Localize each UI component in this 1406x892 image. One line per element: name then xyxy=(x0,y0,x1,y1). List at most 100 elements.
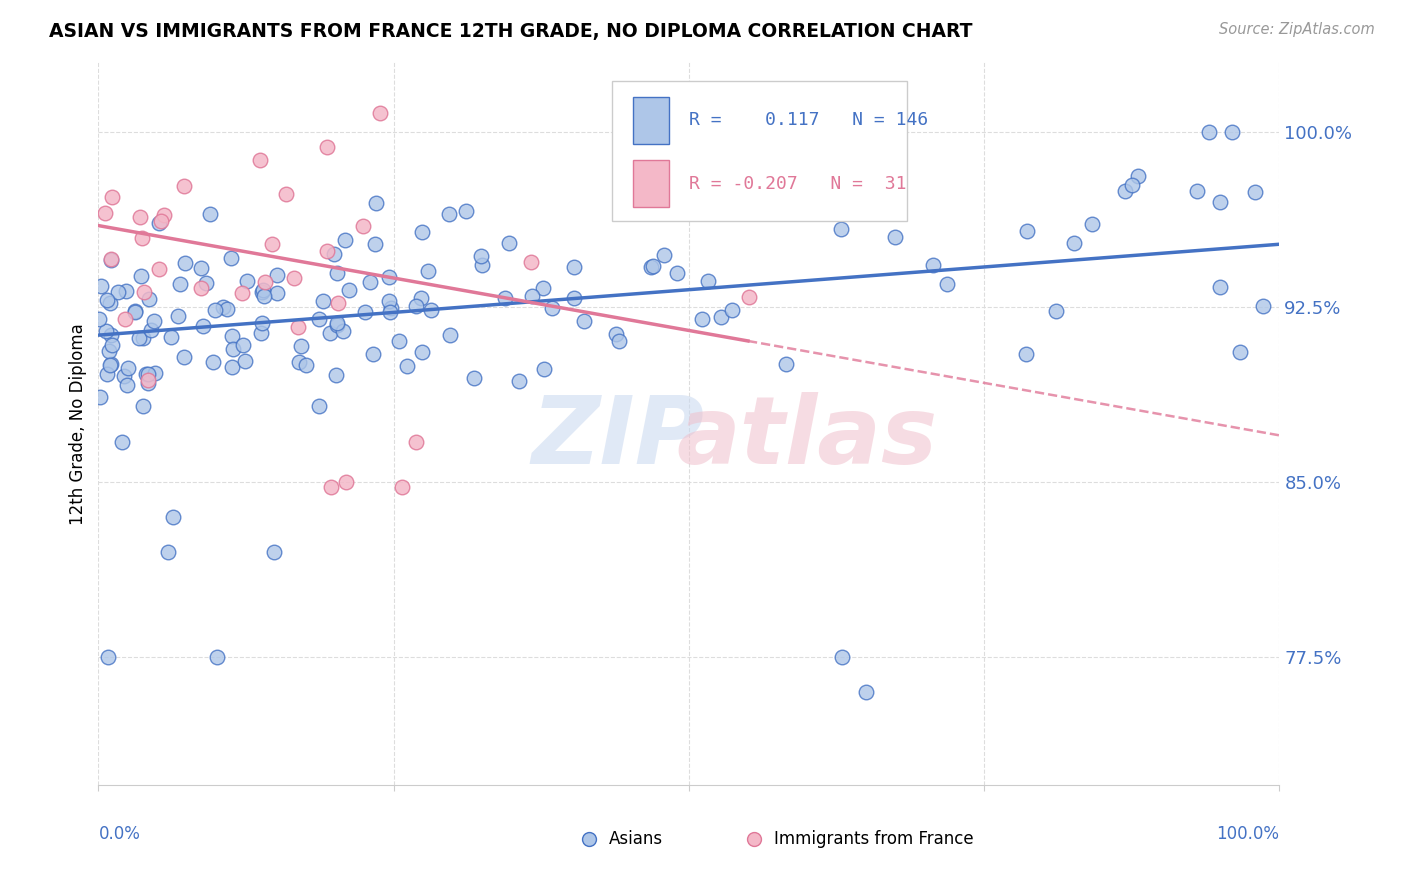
Point xyxy=(332,324,354,338)
Point xyxy=(416,264,439,278)
Point xyxy=(508,375,530,389)
Point xyxy=(207,649,229,664)
Point xyxy=(114,312,136,326)
Point xyxy=(1063,235,1085,250)
Point xyxy=(90,278,112,293)
Point xyxy=(124,304,146,318)
Point xyxy=(96,293,118,307)
Point xyxy=(1209,195,1232,210)
Point xyxy=(200,207,222,221)
Point xyxy=(193,318,215,333)
Point xyxy=(136,373,159,387)
Text: R =    0.117   N = 146: R = 0.117 N = 146 xyxy=(689,112,928,129)
Point xyxy=(249,153,271,167)
Point xyxy=(1229,344,1251,359)
Point xyxy=(128,330,150,344)
Point xyxy=(378,270,401,285)
Point xyxy=(135,367,157,381)
Point xyxy=(405,434,427,449)
Point xyxy=(97,343,120,358)
Text: ZIP: ZIP xyxy=(531,392,704,484)
Point xyxy=(233,353,256,368)
Point xyxy=(190,260,212,275)
Point xyxy=(391,480,413,494)
Point xyxy=(115,285,138,299)
Point xyxy=(471,258,494,272)
Point xyxy=(720,303,742,318)
Point xyxy=(652,248,675,262)
Point xyxy=(737,290,759,304)
FancyBboxPatch shape xyxy=(612,80,907,221)
Point xyxy=(132,399,155,413)
Point xyxy=(936,277,959,291)
Text: Immigrants from France: Immigrants from France xyxy=(773,830,973,848)
Point xyxy=(710,310,733,324)
Point xyxy=(605,327,627,342)
Point xyxy=(325,318,347,332)
Point xyxy=(100,358,122,372)
Point xyxy=(540,301,562,315)
Text: 0.0%: 0.0% xyxy=(98,825,141,843)
Point xyxy=(359,275,381,289)
Point xyxy=(922,258,945,272)
Point xyxy=(883,230,905,244)
Point xyxy=(326,266,349,280)
Point xyxy=(494,291,516,305)
Point xyxy=(89,390,111,404)
Point xyxy=(1253,299,1275,313)
Point xyxy=(96,324,118,338)
Point xyxy=(405,299,427,313)
Point xyxy=(520,255,543,269)
Point xyxy=(160,330,183,344)
Point xyxy=(308,399,330,413)
Point xyxy=(174,256,197,270)
Point xyxy=(131,231,153,245)
Point xyxy=(378,305,401,319)
Point xyxy=(263,545,285,559)
Point xyxy=(173,351,195,365)
Text: R = -0.207   N =  31: R = -0.207 N = 31 xyxy=(689,175,907,193)
Point xyxy=(531,281,554,295)
Point xyxy=(364,196,387,211)
Point xyxy=(290,338,312,352)
Point xyxy=(194,277,217,291)
Point xyxy=(148,262,170,277)
Point xyxy=(411,225,433,239)
Point xyxy=(283,271,305,285)
Point xyxy=(98,358,121,372)
Point xyxy=(354,305,377,319)
Point xyxy=(562,260,585,274)
FancyBboxPatch shape xyxy=(634,97,669,144)
Point xyxy=(319,326,342,341)
Point xyxy=(107,285,129,299)
Point xyxy=(411,344,433,359)
Point xyxy=(690,312,713,326)
Point xyxy=(325,368,347,382)
Point xyxy=(124,304,146,318)
Point xyxy=(143,366,166,380)
Point xyxy=(128,210,150,224)
Point xyxy=(138,292,160,306)
Point xyxy=(204,302,226,317)
Point xyxy=(150,214,173,228)
Point xyxy=(388,334,411,348)
Point xyxy=(100,252,122,266)
Point xyxy=(262,237,284,252)
Point xyxy=(217,302,239,317)
Point xyxy=(190,281,212,295)
FancyBboxPatch shape xyxy=(634,161,669,207)
Point xyxy=(321,480,343,494)
Point xyxy=(1015,347,1038,361)
Point xyxy=(142,314,165,328)
Point xyxy=(141,323,163,337)
Point xyxy=(830,222,852,236)
Point xyxy=(132,331,155,345)
Point xyxy=(97,649,120,664)
Point xyxy=(101,338,124,352)
Point xyxy=(148,216,170,230)
Point xyxy=(115,377,138,392)
Point xyxy=(353,219,375,234)
Point xyxy=(696,273,718,287)
Point xyxy=(1198,125,1220,139)
Point xyxy=(212,300,235,314)
